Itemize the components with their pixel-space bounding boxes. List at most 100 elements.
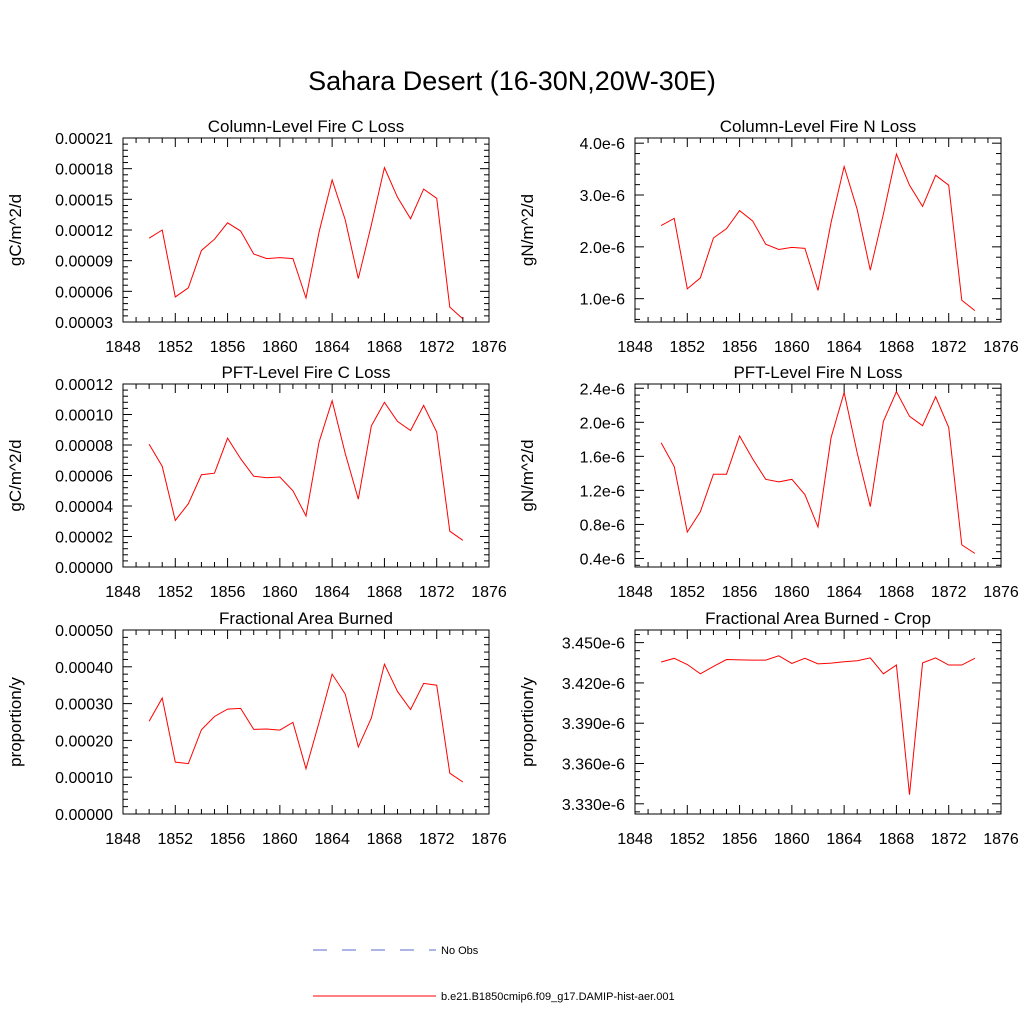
x-tick-label: 1856 [722, 831, 758, 848]
y-tick-label: 0.00018 [55, 162, 113, 179]
x-tick-label: 1856 [722, 584, 758, 601]
panel-title: Column-Level Fire C Loss [208, 117, 405, 136]
y-tick-label: 0.4e-6 [580, 551, 625, 568]
x-tick-label: 1876 [471, 584, 507, 601]
panel-5: Fractional Area Burned proportion/y 1848 18… [6, 609, 507, 848]
y-tick-label: 3.0e-6 [580, 188, 625, 205]
y-tick-label: 1.2e-6 [580, 483, 625, 500]
x-tick-label: 1860 [262, 831, 298, 848]
x-tick-label: 1860 [774, 584, 810, 601]
figure-title: Sahara Desert (16-30N,20W-30E) [308, 66, 716, 96]
panel-3: PFT-Level Fire C Loss gC/m^2/d 1848 1852 185… [6, 363, 507, 601]
y-axis-label: proportion/y [518, 677, 537, 767]
y-tick-label: 0.00012 [55, 377, 113, 394]
series-line [660, 390, 976, 554]
panels: Column-Level Fire C Loss gC/m^2/d 1848 1852… [6, 117, 1019, 848]
x-tick-label: 1872 [931, 584, 967, 601]
y-tick-label: 0.00000 [55, 807, 113, 824]
y-tick-label: 0.8e-6 [580, 517, 625, 534]
x-tick-label: 1864 [314, 339, 350, 356]
y-tick-label: 0.00008 [55, 438, 113, 455]
x-tick-label: 1872 [931, 831, 967, 848]
x-tick-label: 1876 [471, 831, 507, 848]
y-tick-label: 0.00040 [55, 660, 113, 677]
x-tick-label: 1876 [471, 339, 507, 356]
y-tick-label: 0.00050 [55, 623, 113, 640]
x-tick-label: 1848 [617, 831, 653, 848]
x-tick-label: 1872 [419, 339, 455, 356]
y-tick-label: 3.420e-6 [562, 676, 625, 693]
panel-6: Fractional Area Burned - Crop proportion/… [518, 609, 1019, 848]
x-tick-label: 1868 [879, 339, 915, 356]
panel-title: Column-Level Fire N Loss [720, 117, 917, 136]
panel-4: PFT-Level Fire N Loss gN/m^2/d 1848 1852 185… [518, 363, 1019, 601]
series-line [148, 398, 464, 541]
x-tick-label: 1856 [210, 831, 246, 848]
x-tick-label: 1856 [210, 584, 246, 601]
x-tick-label: 1876 [983, 339, 1019, 356]
x-tick-label: 1852 [669, 831, 705, 848]
panel-title: PFT-Level Fire C Loss [221, 363, 390, 382]
x-tick-label: 1852 [157, 831, 193, 848]
x-tick-label: 1860 [774, 339, 810, 356]
x-tick-label: 1876 [983, 831, 1019, 848]
y-tick-label: 4.0e-6 [580, 136, 625, 153]
x-tick-label: 1864 [826, 831, 862, 848]
y-axis-label: gN/m^2/d [518, 439, 537, 511]
panel-title: Fractional Area Burned [219, 609, 393, 628]
legend-label-model-run: b.e21.B1850cmip6.f09_g17.DAMIP-hist-aer.… [441, 991, 675, 1003]
series-line [661, 655, 976, 795]
y-tick-label: 0.00021 [55, 131, 113, 148]
series-line [660, 152, 976, 311]
y-axis-label: gN/m^2/d [518, 194, 537, 266]
y-tick-label: 0.00006 [55, 469, 113, 486]
panel-title: PFT-Level Fire N Loss [733, 363, 902, 382]
x-tick-label: 1848 [105, 831, 141, 848]
y-tick-label: 0.00010 [55, 408, 113, 425]
x-tick-label: 1872 [931, 339, 967, 356]
legend-label-no-obs: No Obs [441, 945, 479, 957]
y-tick-label: 0.00002 [55, 530, 113, 547]
x-tick-label: 1868 [879, 584, 915, 601]
y-tick-label: 0.00015 [55, 192, 113, 209]
x-tick-label: 1860 [262, 339, 298, 356]
y-tick-label: 1.0e-6 [580, 292, 625, 309]
x-tick-label: 1868 [367, 831, 403, 848]
x-tick-label: 1860 [774, 831, 810, 848]
x-tick-label: 1864 [826, 584, 862, 601]
legend-item-model-run: b.e21.B1850cmip6.f09_g17.DAMIP-hist-aer.… [313, 991, 675, 1003]
y-tick-label: 0.00009 [55, 254, 113, 271]
x-tick-label: 1848 [617, 584, 653, 601]
y-tick-label: 2.4e-6 [580, 381, 625, 398]
y-tick-label: 0.00006 [55, 284, 113, 301]
y-axis-label: proportion/y [6, 677, 25, 767]
y-tick-label: 3.330e-6 [562, 797, 625, 814]
x-tick-label: 1848 [617, 339, 653, 356]
y-tick-label: 3.390e-6 [562, 716, 625, 733]
x-tick-label: 1864 [314, 831, 350, 848]
x-tick-label: 1852 [157, 339, 193, 356]
y-tick-label: 0.00030 [55, 697, 113, 714]
y-axis-label: gC/m^2/d [6, 439, 25, 511]
y-tick-label: 3.450e-6 [562, 636, 625, 653]
x-tick-label: 1852 [669, 339, 705, 356]
x-tick-label: 1872 [419, 831, 455, 848]
y-tick-label: 3.360e-6 [562, 757, 625, 774]
y-axis-label: gC/m^2/d [6, 194, 25, 266]
x-tick-label: 1876 [983, 584, 1019, 601]
legend: No Obs b.e21.B1850cmip6.f09_g17.DAMIP-hi… [313, 945, 675, 1003]
x-tick-label: 1868 [367, 339, 403, 356]
panel-2: Column-Level Fire N Loss gN/m^2/d 1848 1852… [518, 117, 1019, 356]
x-tick-label: 1856 [722, 339, 758, 356]
y-tick-label: 0.00004 [55, 499, 113, 516]
y-tick-label: 1.6e-6 [580, 449, 625, 466]
y-tick-label: 0.00010 [55, 770, 113, 787]
y-tick-label: 0.00020 [55, 733, 113, 750]
x-tick-label: 1852 [669, 584, 705, 601]
series-line [148, 166, 464, 320]
panel-1: Column-Level Fire C Loss gC/m^2/d 1848 1852… [6, 117, 507, 356]
y-tick-label: 2.0e-6 [580, 240, 625, 257]
x-tick-label: 1852 [157, 584, 193, 601]
